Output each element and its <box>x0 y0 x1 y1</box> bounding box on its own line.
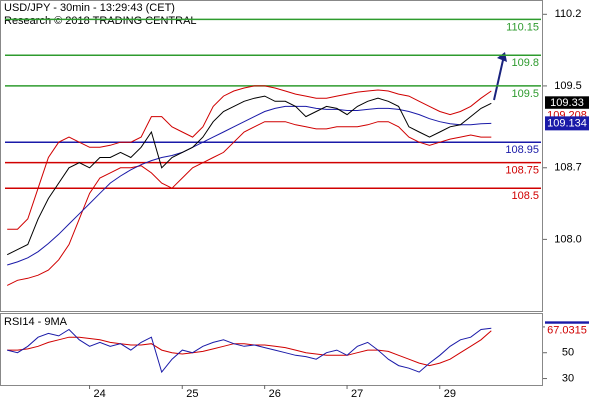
level-label: 109.8 <box>511 57 539 69</box>
chart-subtitle: Research © 2018 TRADING CENTRAL <box>4 15 197 27</box>
y-tick-label: 109.5 <box>554 80 582 92</box>
y-tick-label: 108.7 <box>554 162 582 174</box>
x-tick-label: 24 <box>94 388 106 400</box>
series-line <box>6 121 492 286</box>
level-label: 109.5 <box>511 88 539 100</box>
price-tag-box <box>545 96 589 111</box>
x-tick-label: 27 <box>351 388 363 400</box>
series-line <box>7 105 492 266</box>
level-label: 108.5 <box>511 190 539 202</box>
x-tick-label: 29 <box>444 388 456 400</box>
price-tag-label: 67.0315 <box>547 325 587 337</box>
price-tag-box <box>545 323 589 338</box>
chart-title: USD/JPY - 30min - 13:29:43 (CET) <box>4 2 175 14</box>
series-line <box>7 327 492 374</box>
level-label: 108.95 <box>505 144 539 156</box>
rsi-title: RSI14 - 9MA <box>4 316 68 328</box>
series-line <box>7 330 492 367</box>
x-tick-label: 26 <box>269 388 281 400</box>
price-tag-label: 109.33 <box>550 97 584 109</box>
rsi-frame <box>0 313 543 386</box>
y-tick-label: 108.0 <box>554 233 582 245</box>
level-label: 110.15 <box>506 21 539 33</box>
x-tick-label: 25 <box>186 388 198 400</box>
series-line <box>7 85 492 230</box>
y-tick-label: 50 <box>562 347 574 359</box>
price-tag-box <box>545 116 589 131</box>
main-frame <box>0 0 543 312</box>
y-tick-label: 110.2 <box>555 8 582 20</box>
y-tick-label: 30 <box>562 372 574 384</box>
level-label: 108.75 <box>505 165 539 177</box>
series-line <box>6 95 492 256</box>
price-tag-label: 109.134 <box>547 117 587 129</box>
forecast-arrow <box>493 59 504 101</box>
